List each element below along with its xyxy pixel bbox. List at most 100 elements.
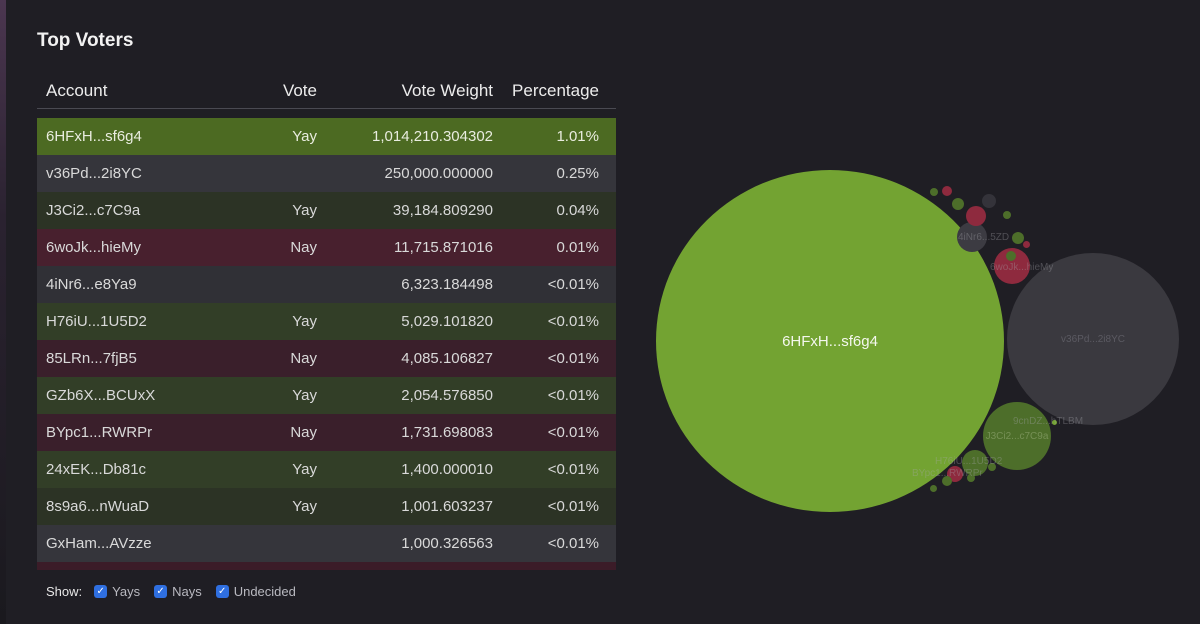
header-vote-weight[interactable]: Vote Weight	[401, 81, 493, 100]
account-cell[interactable]: 6HFxH...sf6g4	[46, 128, 142, 145]
filter-nays-label[interactable]: Nays	[172, 584, 202, 599]
percentage-cell: <0.01%	[547, 276, 599, 293]
weight-cell: 5,029.101820	[401, 313, 493, 330]
vote-filters: Show: ✓ Yays ✓ Nays ✓ Undecided	[46, 584, 304, 599]
weight-cell: 1,731.698083	[401, 424, 493, 441]
bubble-small[interactable]	[1052, 420, 1057, 425]
table-row[interactable]: v36Pd...2i8YC 250,000.000000 0.25%	[37, 155, 616, 192]
filter-nays-checkbox[interactable]: ✓ Nays	[154, 584, 202, 599]
bubble-6HFxH[interactable]: 6HFxH...sf6g4	[656, 170, 1004, 512]
account-cell[interactable]: 8s9a6...nWuaD	[46, 498, 150, 515]
account-cell[interactable]: H76iU...1U5D2	[46, 313, 147, 330]
account-cell[interactable]: GxHam...AVzze	[46, 535, 152, 552]
bubble-small[interactable]	[1012, 232, 1024, 244]
header-account[interactable]: Account	[46, 81, 108, 100]
percentage-cell: <0.01%	[547, 498, 599, 515]
account-cell[interactable]: BYpc1...RWRPr	[46, 424, 153, 441]
table-row[interactable]: 85LRn...7fjB5 Nay 4,085.106827 <0.01%	[37, 340, 616, 377]
percentage-cell: <0.01%	[547, 535, 599, 552]
left-edge-accent	[0, 0, 6, 624]
top-voters-table: Account Vote Vote Weight Percentage 6HFx…	[37, 74, 616, 572]
filter-yays-checkbox[interactable]: ✓ Yays	[94, 584, 140, 599]
table-header: Account Vote Vote Weight Percentage	[37, 74, 616, 109]
table-row[interactable]: 6woJk...hieMy Nay 11,715.871016 0.01%	[37, 229, 616, 266]
table-row[interactable]: J3Ci2...c7C9a Yay 39,184.809290 0.04%	[37, 192, 616, 229]
bubble-label: 6HFxH...sf6g4	[782, 332, 878, 350]
section-title: Top Voters	[37, 30, 134, 51]
bubble-4iNr6[interactable]	[957, 222, 987, 252]
vote-cell: Nay	[290, 424, 317, 441]
account-cell[interactable]: 6woJk...hieMy	[46, 239, 142, 256]
bubble-small[interactable]	[942, 186, 952, 196]
percentage-cell: <0.01%	[547, 313, 599, 330]
weight-cell: 1,014,210.304302	[372, 128, 493, 145]
bubble-small[interactable]	[966, 206, 986, 226]
account-cell[interactable]: 4iNr6...e8Ya9	[46, 276, 137, 293]
percentage-cell: <0.01%	[547, 387, 599, 404]
account-cell[interactable]: 85LRn...7fjB5	[46, 350, 137, 367]
bubble-v36Pd[interactable]: v36Pd...2i8YC	[1007, 253, 1179, 425]
bubble-small[interactable]	[1006, 251, 1016, 261]
bubble-small[interactable]	[942, 476, 952, 486]
table-row[interactable]: 6HFxH...sf6g4 Yay 1,014,210.304302 1.01%	[37, 118, 616, 155]
table-row[interactable]: 24xEK...Db81c Yay 1,400.000010 <0.01%	[37, 451, 616, 488]
vote-cell: Yay	[292, 128, 317, 145]
vote-cell: Yay	[292, 387, 317, 404]
checkmark-icon[interactable]: ✓	[215, 585, 229, 598]
header-vote[interactable]: Vote	[282, 81, 317, 100]
table-row[interactable]: 8s9a6...nWuaD Yay 1,001.603237 <0.01%	[37, 488, 616, 525]
table-row[interactable]: GZb6X...BCUxX Yay 2,054.576850 <0.01%	[37, 377, 616, 414]
percentage-cell: 0.01%	[556, 239, 599, 256]
vote-cell: Yay	[292, 202, 317, 219]
header-percentage[interactable]: Percentage	[512, 81, 599, 100]
account-cell[interactable]: J3Ci2...c7C9a	[46, 202, 141, 219]
weight-cell: 1,000.326563	[401, 535, 493, 552]
weight-cell: 1,400.000010	[401, 461, 493, 478]
percentage-cell: 1.01%	[556, 128, 599, 145]
filter-yays-label[interactable]: Yays	[112, 584, 141, 599]
bubble-J3Ci2[interactable]: J3Ci2...c7C9a	[983, 402, 1051, 470]
bubble-small[interactable]	[967, 474, 975, 482]
bubble-H76iU[interactable]	[962, 450, 988, 476]
account-cell[interactable]: GZb6X...BCUxX	[46, 387, 156, 404]
weight-cell: 1,001.603237	[401, 498, 493, 515]
bubble-label: J3Ci2...c7C9a	[985, 430, 1049, 442]
bubble-small[interactable]	[952, 198, 964, 210]
percentage-cell: <0.01%	[547, 350, 599, 367]
checkmark-icon[interactable]: ✓	[94, 585, 108, 598]
percentage-cell: 0.25%	[556, 165, 599, 182]
bubble-small[interactable]	[930, 485, 937, 492]
table-row-partial[interactable]	[37, 562, 616, 570]
weight-cell: 11,715.871016	[394, 239, 493, 256]
show-label: Show:	[46, 584, 83, 599]
bubble-small[interactable]	[930, 188, 938, 196]
checkmark-icon[interactable]: ✓	[154, 585, 168, 598]
bubble-small[interactable]	[1003, 211, 1011, 219]
vote-cell: Yay	[292, 498, 317, 515]
table-row[interactable]: H76iU...1U5D2 Yay 5,029.101820 <0.01%	[37, 303, 616, 340]
vote-cell: Nay	[290, 350, 317, 367]
bubble-small[interactable]	[982, 194, 996, 208]
percentage-cell: <0.01%	[547, 424, 599, 441]
weight-cell: 2,054.576850	[401, 387, 493, 404]
bubble-label: v36Pd...2i8YC	[1061, 333, 1125, 345]
account-cell[interactable]: v36Pd...2i8YC	[46, 165, 142, 182]
vote-cell: Nay	[290, 239, 317, 256]
percentage-cell: <0.01%	[547, 461, 599, 478]
percentage-cell: 0.04%	[556, 202, 599, 219]
weight-cell: 250,000.000000	[384, 165, 493, 182]
table-body[interactable]: 6HFxH...sf6g4 Yay 1,014,210.304302 1.01%…	[37, 118, 616, 572]
weight-cell: 6,323.184498	[401, 276, 493, 293]
table-row[interactable]: GxHam...AVzze 1,000.326563 <0.01%	[37, 525, 616, 562]
vote-cell: Yay	[292, 461, 317, 478]
filter-undecided-checkbox[interactable]: ✓ Undecided	[215, 584, 296, 599]
bubble-small[interactable]	[1023, 241, 1030, 248]
table-row[interactable]: 4iNr6...e8Ya9 6,323.184498 <0.01%	[37, 266, 616, 303]
weight-cell: 4,085.106827	[401, 350, 493, 367]
bubble-small[interactable]	[988, 463, 996, 471]
weight-cell: 39,184.809290	[392, 202, 493, 219]
account-cell[interactable]: 24xEK...Db81c	[46, 461, 147, 478]
table-row[interactable]: BYpc1...RWRPr Nay 1,731.698083 <0.01%	[37, 414, 616, 451]
filter-undecided-label[interactable]: Undecided	[233, 584, 296, 599]
